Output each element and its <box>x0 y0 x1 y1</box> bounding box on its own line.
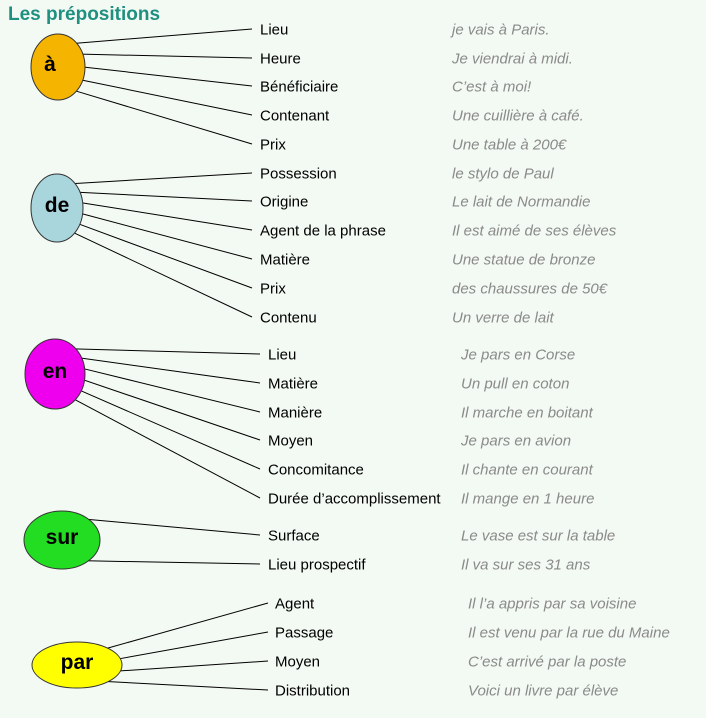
use-label: Contenu <box>260 309 317 327</box>
use-example: Une table à 200€ <box>452 136 567 154</box>
use-example: Il chante en courant <box>461 461 593 479</box>
use-label: Agent de la phrase <box>260 222 386 240</box>
use-label: Concomitance <box>268 461 364 479</box>
use-example: C’est arrivé par la poste <box>468 653 627 671</box>
preposition-label: en <box>42 360 68 383</box>
connector-line <box>80 202 253 231</box>
use-example: le stylo de Paul <box>452 165 554 183</box>
preposition-label: à <box>44 53 56 76</box>
connector-line <box>118 631 269 660</box>
connector-line <box>79 389 261 470</box>
connector-line <box>80 212 253 260</box>
use-example: Il mange en 1 heure <box>461 490 595 508</box>
use-example: Un pull en coton <box>461 375 570 393</box>
preposition-bubble <box>24 338 86 410</box>
use-example: Je pars en Corse <box>461 346 576 364</box>
preposition-bubble <box>31 641 123 689</box>
use-label: Durée d’accomplissement <box>268 490 441 508</box>
use-label: Agent <box>275 595 315 613</box>
use-example: Je pars en avion <box>461 432 572 450</box>
connector-line <box>80 53 253 59</box>
use-example: Une cuillière à café. <box>452 107 584 125</box>
connector-line <box>79 357 261 384</box>
connector-line <box>73 398 261 499</box>
connector-line <box>86 518 261 536</box>
preposition-label: de <box>44 194 70 217</box>
use-label: Lieu prospectif <box>268 556 366 574</box>
use-label: Lieu <box>260 21 289 39</box>
use-label: Matière <box>260 251 311 269</box>
use-example: Il est venu par la rue du Maine <box>468 624 670 642</box>
use-label: Matière <box>268 375 319 393</box>
connector-line <box>74 28 253 44</box>
use-label: Distribution <box>275 682 351 700</box>
preposition-label: sur <box>45 526 79 549</box>
use-example: Il l’a appris par sa voisine <box>468 595 637 613</box>
connector-line <box>77 223 253 289</box>
use-example: Une statue de bronze <box>452 251 596 269</box>
connector-line <box>72 231 253 318</box>
use-example: des chaussures de 50€ <box>452 280 608 298</box>
use-example: Il marche en boitant <box>461 404 593 422</box>
connector-line <box>118 660 269 672</box>
connector-line <box>80 79 253 116</box>
connector-line <box>82 379 261 441</box>
connector-line <box>106 680 269 691</box>
use-label: Manière <box>268 404 323 422</box>
preposition-bubble <box>30 33 86 101</box>
use-label: Possession <box>260 165 337 183</box>
use-example: Voici un livre par élève <box>468 682 619 700</box>
use-example: Le vase est sur la table <box>461 527 616 545</box>
use-label: Bénéficiaire <box>260 78 339 96</box>
use-example: Il va sur ses 31 ans <box>461 556 591 574</box>
diagram-title: Les prépositions <box>8 4 161 25</box>
use-example: Le lait de Normandie <box>452 193 591 211</box>
use-example: Il est aimé de ses élèves <box>452 222 617 240</box>
use-label: Heure <box>260 50 301 68</box>
connector-line <box>82 66 253 87</box>
connector-line <box>86 560 261 565</box>
connector-line <box>106 602 269 649</box>
use-label: Origine <box>260 193 309 211</box>
use-example: Je viendrai à midi. <box>452 50 573 68</box>
preposition-bubble <box>23 510 101 570</box>
preposition-label: par <box>60 651 94 674</box>
use-label: Passage <box>275 624 334 642</box>
use-label: Lieu <box>268 346 297 364</box>
connector-line <box>74 90 253 145</box>
connector-line <box>82 367 261 413</box>
connector-line <box>73 348 261 355</box>
preposition-bubble <box>30 173 84 243</box>
use-label: Contenant <box>260 107 330 125</box>
use-label: Moyen <box>268 432 314 450</box>
connector-line <box>78 191 253 202</box>
use-example: je vais à Paris. <box>452 21 550 39</box>
use-label: Prix <box>260 280 286 298</box>
use-example: Un verre de lait <box>452 309 554 327</box>
use-example: C’est à moi! <box>452 78 532 96</box>
use-label: Prix <box>260 136 286 154</box>
connector-line <box>73 172 253 185</box>
use-label: Moyen <box>275 653 321 671</box>
use-label: Surface <box>268 527 320 545</box>
